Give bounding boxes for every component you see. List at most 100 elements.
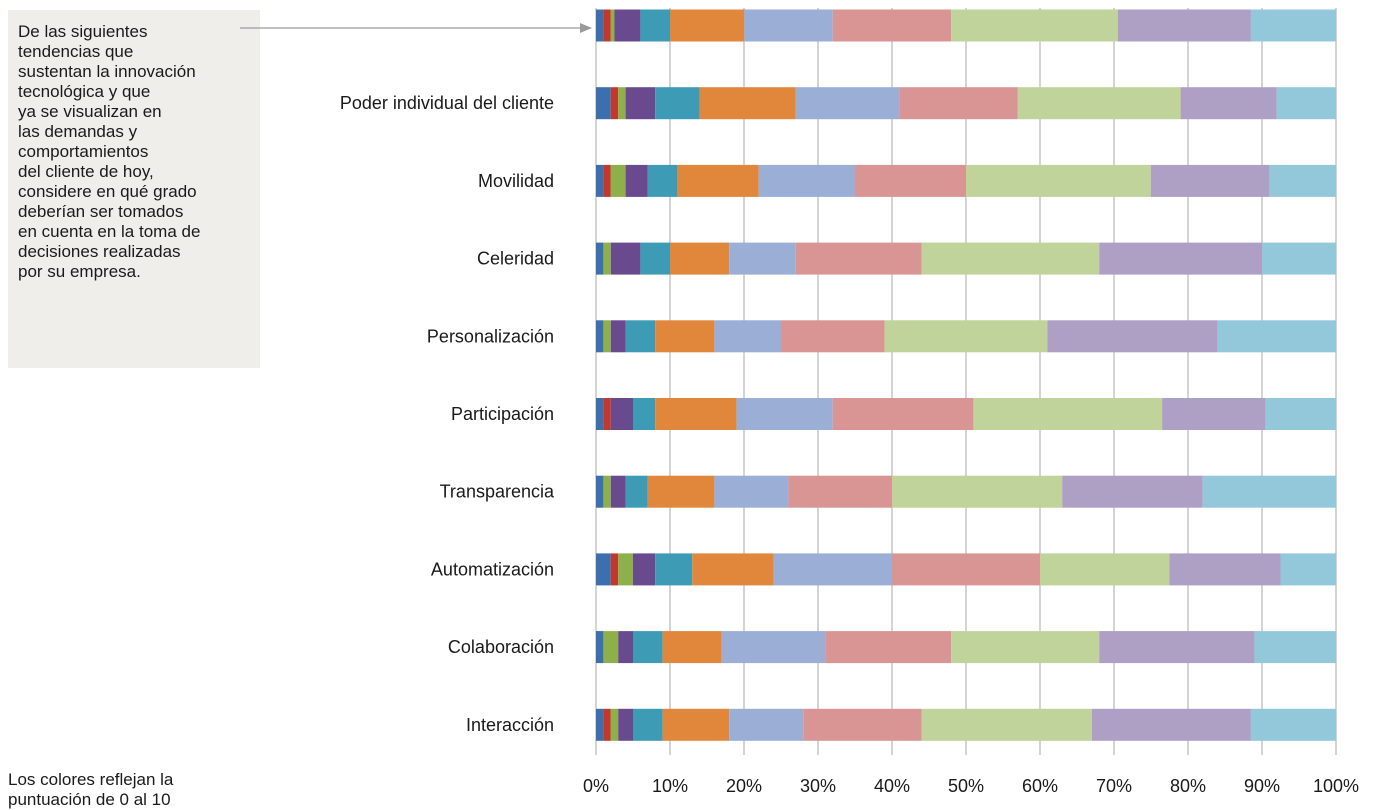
bar-segment	[596, 398, 604, 430]
bar-segment	[618, 631, 633, 664]
bar-segment	[1151, 164, 1270, 197]
bar-segment	[655, 398, 737, 430]
bar-segment	[729, 708, 804, 741]
bar-segment	[647, 475, 715, 508]
x-tick-label: 100%	[1313, 776, 1359, 796]
bar-segment	[625, 475, 648, 508]
bar-segment	[721, 631, 826, 664]
bar-segment	[1091, 708, 1251, 741]
question-callout: De las siguientes tendencias que sustent…	[8, 10, 260, 368]
bar-segment	[625, 87, 656, 120]
bar-segment	[610, 708, 619, 741]
bar-segment	[633, 398, 656, 430]
bar-segment	[855, 164, 966, 197]
bar-segment	[633, 553, 656, 586]
bar-segment	[596, 87, 611, 120]
bar-segment	[603, 708, 611, 741]
bar-segment	[640, 9, 670, 42]
bar-segment	[610, 475, 626, 508]
bar-segment	[758, 164, 855, 197]
bar-segment	[670, 9, 744, 42]
bar-segment	[603, 320, 611, 353]
bar-segment	[921, 242, 1100, 275]
bar-segment	[1262, 242, 1336, 275]
bar-segment	[966, 164, 1151, 197]
bar-segment	[699, 87, 796, 120]
category-label: Transparencia	[440, 482, 555, 502]
bar-segment	[633, 631, 663, 664]
bar-segment	[736, 398, 833, 430]
bar-segment	[1162, 398, 1266, 430]
category-label: Poder individual del cliente	[340, 93, 554, 113]
bar-segment	[744, 9, 833, 42]
bar-segment	[610, 553, 619, 586]
bar-segment	[773, 553, 892, 586]
category-label: Automatización	[431, 559, 554, 579]
category-label: Celeridad	[477, 249, 554, 269]
bar-segment	[647, 164, 678, 197]
bar-segment	[610, 320, 626, 353]
bar-segment	[973, 398, 1163, 430]
bar-segment	[596, 9, 604, 42]
x-tick-label: 30%	[800, 776, 836, 796]
bar-segment	[655, 553, 693, 586]
bar-segment	[610, 164, 626, 197]
x-tick-label: 50%	[948, 776, 984, 796]
bar-segment	[788, 475, 892, 508]
bar-segment	[892, 475, 1063, 508]
bar-segment	[596, 164, 604, 197]
bar-segment	[781, 320, 885, 353]
bar-segment	[618, 708, 633, 741]
bar-segment	[951, 631, 1100, 664]
bar-segment	[921, 708, 1092, 741]
category-label: Participación	[451, 404, 554, 424]
bar-segment	[832, 398, 974, 430]
category-label: Interacción	[466, 715, 554, 735]
bar-segment	[603, 475, 611, 508]
bar-segment	[1180, 87, 1277, 120]
bar-segment	[1269, 164, 1336, 197]
bar-segment	[596, 242, 604, 275]
bar-segment	[1062, 475, 1203, 508]
bar-segment	[596, 553, 611, 586]
x-tick-label: 70%	[1096, 776, 1132, 796]
callout-arrow-head	[580, 23, 592, 33]
bar-segment	[1276, 87, 1336, 120]
bar-segment	[625, 164, 648, 197]
bar-segment	[625, 320, 656, 353]
bar-segment	[1280, 553, 1336, 586]
bar-segment	[1017, 87, 1181, 120]
bar-segment	[662, 708, 730, 741]
bar-segment	[1047, 320, 1218, 353]
bar-segment	[610, 87, 619, 120]
bar-segment	[603, 398, 611, 430]
x-tick-label: 80%	[1170, 776, 1206, 796]
bar-segment	[892, 553, 1040, 586]
bar-segment	[825, 631, 952, 664]
bar-segment	[618, 553, 633, 586]
bar-segment	[603, 631, 619, 664]
bar-segment	[729, 242, 796, 275]
bar-segment	[603, 9, 611, 42]
x-tick-label: 40%	[874, 776, 910, 796]
category-label: Movilidad	[478, 171, 554, 191]
bar-segment	[596, 475, 604, 508]
bar-segment	[1099, 242, 1262, 275]
bar-segment	[655, 87, 700, 120]
bar-segment	[610, 398, 633, 430]
bar-segment	[795, 242, 922, 275]
bar-segment	[1217, 320, 1336, 353]
bar-segment	[803, 708, 922, 741]
bar-segment	[884, 320, 1048, 353]
x-tick-label: 60%	[1022, 776, 1058, 796]
bar-segment	[832, 9, 952, 42]
bar-segment	[618, 87, 626, 120]
bar-segment	[633, 708, 663, 741]
bar-segment	[655, 320, 715, 353]
bar-segment	[795, 87, 900, 120]
bar-segment	[677, 164, 759, 197]
bar-segment	[596, 320, 604, 353]
x-tick-label: 20%	[726, 776, 762, 796]
bar-segment	[1169, 553, 1281, 586]
